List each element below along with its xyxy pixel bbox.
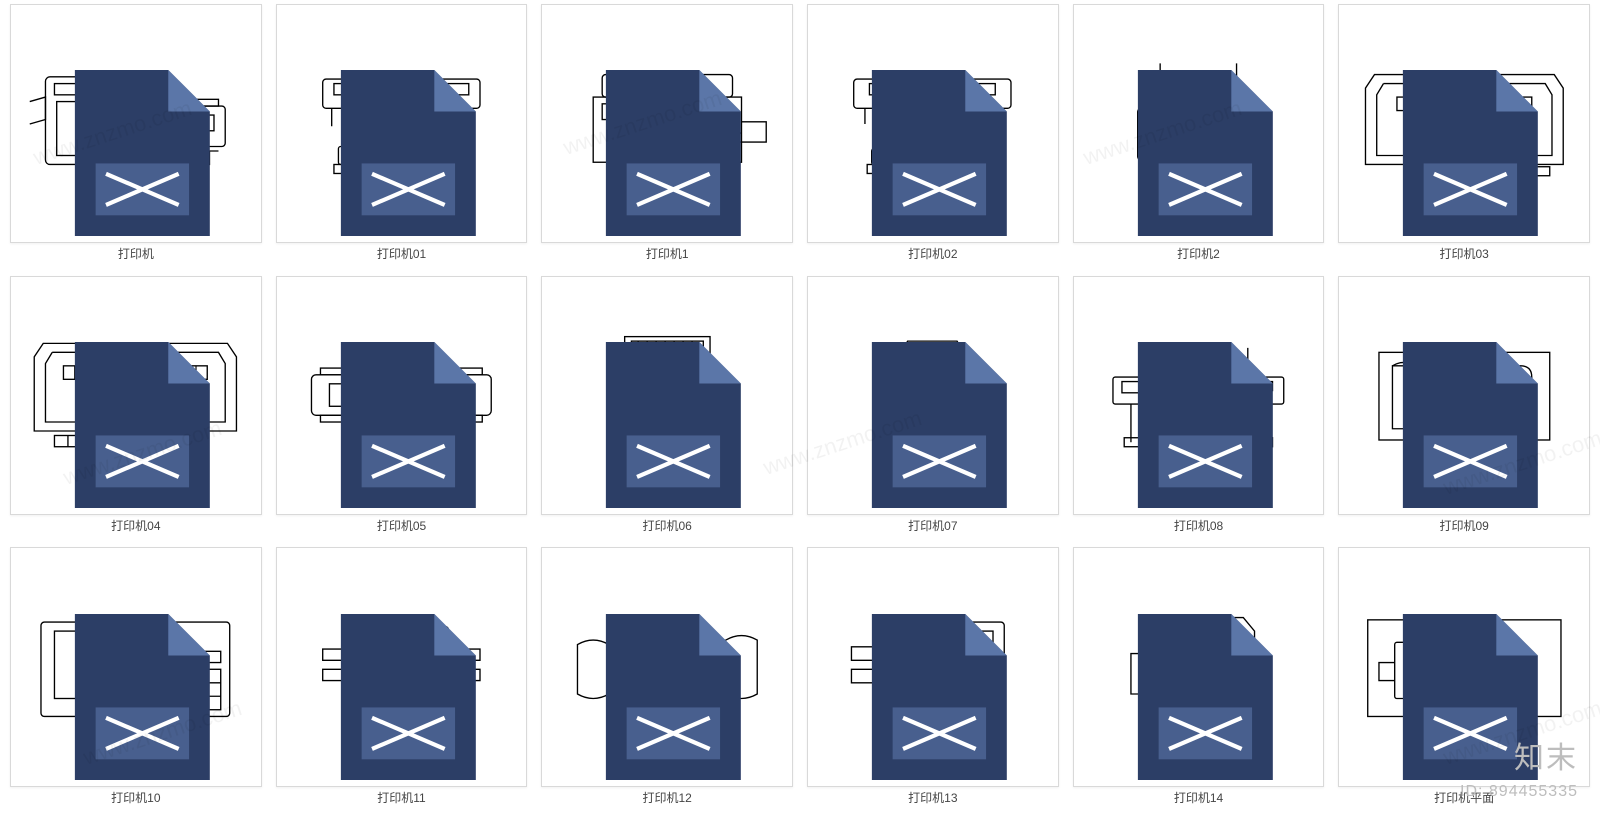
thumbnail — [10, 276, 262, 515]
thumbnail — [1338, 276, 1590, 515]
thumbnail — [1073, 4, 1325, 243]
dwg-icon — [30, 614, 255, 780]
dwg-icon — [296, 70, 521, 236]
thumbnail — [807, 4, 1059, 243]
thumbnail — [807, 276, 1059, 515]
thumbnail — [541, 547, 793, 786]
thumbnail — [807, 547, 1059, 786]
file-label: 打印机13 — [908, 791, 957, 805]
file-label: 打印机 — [118, 247, 154, 261]
thumbnail — [276, 276, 528, 515]
file-label: 打印机平面 — [1434, 791, 1494, 805]
thumbnail — [541, 276, 793, 515]
file-item[interactable]: 打印机 — [10, 4, 262, 262]
file-item[interactable]: 打印机08 — [1073, 276, 1325, 534]
dwg-icon — [1093, 614, 1318, 780]
dwg-icon — [30, 70, 255, 236]
dwg-icon — [1358, 614, 1583, 780]
dwg-icon — [827, 614, 1052, 780]
file-label: 打印机08 — [1174, 519, 1223, 533]
file-item[interactable]: 打印机平面 — [1338, 547, 1590, 805]
file-label: 打印机14 — [1174, 791, 1223, 805]
file-label: 打印机2 — [1177, 247, 1220, 261]
file-item[interactable]: 打印机07 — [807, 276, 1059, 534]
file-item[interactable]: 打印机10 — [10, 547, 262, 805]
dwg-icon — [827, 342, 1052, 508]
dwg-icon — [561, 70, 786, 236]
file-item[interactable]: 打印机2 — [1073, 4, 1325, 262]
file-item[interactable]: 打印机03 — [1338, 4, 1590, 262]
dwg-icon — [1093, 342, 1318, 508]
file-item[interactable]: 打印机09 — [1338, 276, 1590, 534]
dwg-icon — [561, 614, 786, 780]
dwg-icon — [1358, 70, 1583, 236]
dwg-icon — [1093, 70, 1318, 236]
thumbnail — [10, 4, 262, 243]
thumbnail — [541, 4, 793, 243]
dwg-icon — [1358, 342, 1583, 508]
file-item[interactable]: 打印机04 — [10, 276, 262, 534]
file-item[interactable]: 打印机11 — [276, 547, 528, 805]
dwg-icon — [296, 342, 521, 508]
file-label: 打印机10 — [111, 791, 160, 805]
thumbnail-grid: 打印机 打印机01 打印机1 打印机02 打印机2 — [0, 0, 1600, 813]
file-label: 打印机02 — [908, 247, 957, 261]
file-label: 打印机1 — [646, 247, 689, 261]
thumbnail — [276, 547, 528, 786]
file-label: 打印机06 — [642, 519, 691, 533]
thumbnail — [10, 547, 262, 786]
file-label: 打印机07 — [908, 519, 957, 533]
file-label: 打印机12 — [642, 791, 691, 805]
thumbnail — [1338, 4, 1590, 243]
file-item[interactable]: 打印机12 — [541, 547, 793, 805]
file-label: 打印机01 — [377, 247, 426, 261]
file-label: 打印机03 — [1439, 247, 1488, 261]
thumbnail — [1338, 547, 1590, 786]
thumbnail — [1073, 276, 1325, 515]
dwg-icon — [561, 342, 786, 508]
file-item[interactable]: 打印机06 — [541, 276, 793, 534]
file-item[interactable]: 打印机01 — [276, 4, 528, 262]
thumbnail — [276, 4, 528, 243]
file-item[interactable]: 打印机14 — [1073, 547, 1325, 805]
dwg-icon — [296, 614, 521, 780]
file-item[interactable]: 打印机05 — [276, 276, 528, 534]
file-label: 打印机04 — [111, 519, 160, 533]
thumbnail — [1073, 547, 1325, 786]
file-item[interactable]: 打印机13 — [807, 547, 1059, 805]
dwg-icon — [827, 70, 1052, 236]
file-label: 打印机11 — [377, 791, 425, 805]
file-label: 打印机09 — [1439, 519, 1488, 533]
dwg-icon — [30, 342, 255, 508]
file-label: 打印机05 — [377, 519, 426, 533]
file-item[interactable]: 打印机1 — [541, 4, 793, 262]
file-item[interactable]: 打印机02 — [807, 4, 1059, 262]
